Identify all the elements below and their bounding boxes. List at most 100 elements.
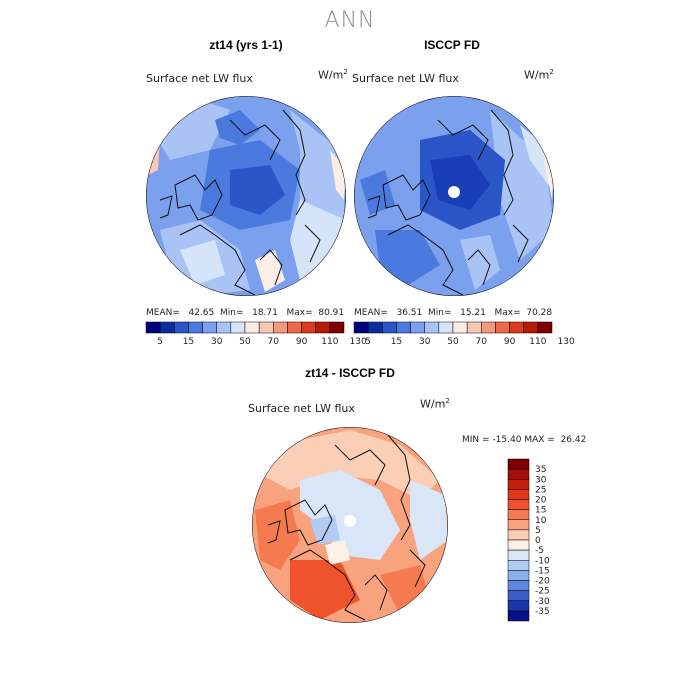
contour-patch (360, 170, 395, 215)
colorbar-tick-label: 5 (365, 337, 371, 347)
colorbar-tick-label: 30 (211, 337, 223, 347)
contour-patch (430, 155, 490, 210)
colorbar-tick-label: 25 (535, 485, 546, 495)
panel-units: W/m2 (318, 68, 348, 82)
colorbar-tick-label: 50 (239, 337, 251, 347)
colorbar-swatch (396, 321, 411, 334)
colorbar-tick-label: -20 (535, 577, 550, 587)
colorbar-tick-label: 5 (535, 526, 541, 536)
colorbar-swatch (507, 479, 530, 490)
coastline (159, 109, 321, 296)
colorbar-swatch (507, 570, 530, 581)
panel-units: W/m2 (524, 68, 554, 82)
colorbar-tick-label: 35 (535, 465, 546, 475)
map-obs (354, 96, 554, 296)
colorbar-tick-label: 5 (157, 337, 163, 347)
colorbar-swatch (507, 499, 530, 510)
colorbar-swatch (507, 489, 530, 500)
coastline (367, 109, 529, 296)
colorbar-swatch (507, 458, 530, 470)
colorbar-swatch (438, 321, 454, 334)
colorbar-swatch (452, 321, 468, 334)
panel-stats: MEAN= 36.51 Min= 15.21 Max= 70.28 (354, 308, 553, 318)
colorbar-swatch (216, 321, 232, 334)
panel-title-obs: ISCCP FD (424, 38, 480, 52)
colorbar-swatch (507, 600, 530, 612)
colorbar-tick-label: 15 (391, 337, 402, 347)
colorbar-swatch (509, 321, 524, 334)
colorbar-tick-label: 20 (535, 496, 547, 506)
colorbar-swatch (382, 321, 397, 334)
figure-title: ANN (324, 8, 376, 33)
colorbar-swatch (145, 321, 161, 334)
contour-patch (330, 150, 346, 200)
panel-stats: MEAN= 42.65 Min= 18.71 Max= 80.91 (146, 308, 345, 318)
colorbar-swatch (202, 321, 217, 334)
contour-patch (310, 515, 340, 545)
colorbar-swatch (159, 321, 175, 334)
colorbar-swatch (258, 321, 274, 334)
colorbar-swatch (367, 321, 383, 334)
colorbar-tick-label: -25 (535, 587, 550, 597)
colorbar-swatch (481, 321, 496, 334)
diff-stats: MIN = -15.40 MAX = 26.42 (462, 435, 587, 445)
panel-variable-label: Surface net LW flux (248, 402, 355, 415)
contour-patch (490, 110, 554, 260)
colorbar-swatch (507, 560, 530, 571)
colorbar-swatch (244, 321, 260, 334)
contour-patch (520, 125, 552, 190)
contour-patch (255, 250, 285, 292)
colorbar-swatch (507, 519, 530, 531)
colorbar-tick-label: 10 (535, 516, 547, 526)
colorbar-model: 5 15 30 50 70 90 110 130 (145, 321, 367, 347)
colorbar-tick-label: 50 (447, 337, 459, 347)
colorbar-swatch (507, 539, 530, 551)
colorbar-swatch (230, 321, 246, 334)
colorbar-swatch (495, 321, 510, 334)
colorbar-swatch (507, 509, 530, 520)
contour-patch (290, 560, 360, 620)
contour-patch (410, 480, 448, 560)
colorbar-tick-label: 110 (321, 337, 338, 347)
colorbar-obs: 5 15 30 50 70 90 110 130 (353, 321, 575, 347)
colorbar-swatch (174, 321, 189, 334)
colorbar-swatch (466, 321, 482, 334)
colorbar-tick-label: 110 (529, 337, 546, 347)
colorbar-swatch (424, 321, 440, 334)
contour-patch (460, 235, 500, 290)
panel-variable-label: Surface net LW flux (146, 72, 253, 85)
colorbar-tick-label: 90 (504, 337, 516, 347)
coastline (267, 434, 426, 621)
map-model (146, 96, 346, 296)
contour-patch (325, 540, 350, 565)
colorbar-tick-label: 0 (535, 536, 541, 546)
colorbar-swatch (188, 321, 203, 334)
colorbar-tick-label: 30 (419, 337, 431, 347)
colorbar-swatch (523, 321, 539, 334)
colorbar-swatch (537, 321, 553, 334)
colorbar-tick-label: 130 (350, 337, 367, 347)
colorbar-tick-label: -5 (535, 546, 544, 556)
colorbar-tick-label: 30 (535, 475, 547, 485)
colorbar-swatch (507, 549, 530, 561)
colorbar-swatch (329, 321, 345, 334)
colorbar-tick-label: -30 (535, 597, 550, 607)
colorbar-tick-label: 70 (476, 337, 488, 347)
colorbar-swatch (273, 321, 288, 334)
colorbar-swatch (507, 580, 530, 591)
colorbar-tick-label: 130 (558, 337, 575, 347)
colorbar-swatch (507, 610, 530, 622)
pole-hole (344, 515, 356, 527)
colorbar-swatch (410, 321, 425, 334)
colorbar-tick-label: -10 (535, 556, 550, 566)
colorbar-swatch (287, 321, 302, 334)
pole-hole (448, 186, 460, 198)
colorbar-tick-label: 70 (268, 337, 280, 347)
colorbar-swatch (507, 468, 530, 480)
colorbar-swatch (507, 590, 530, 601)
panel-variable-label: Surface net LW flux (352, 72, 459, 85)
contour-patch (252, 430, 440, 500)
colorbar-tick-label: 90 (296, 337, 308, 347)
panel-units: W/m2 (420, 397, 450, 411)
